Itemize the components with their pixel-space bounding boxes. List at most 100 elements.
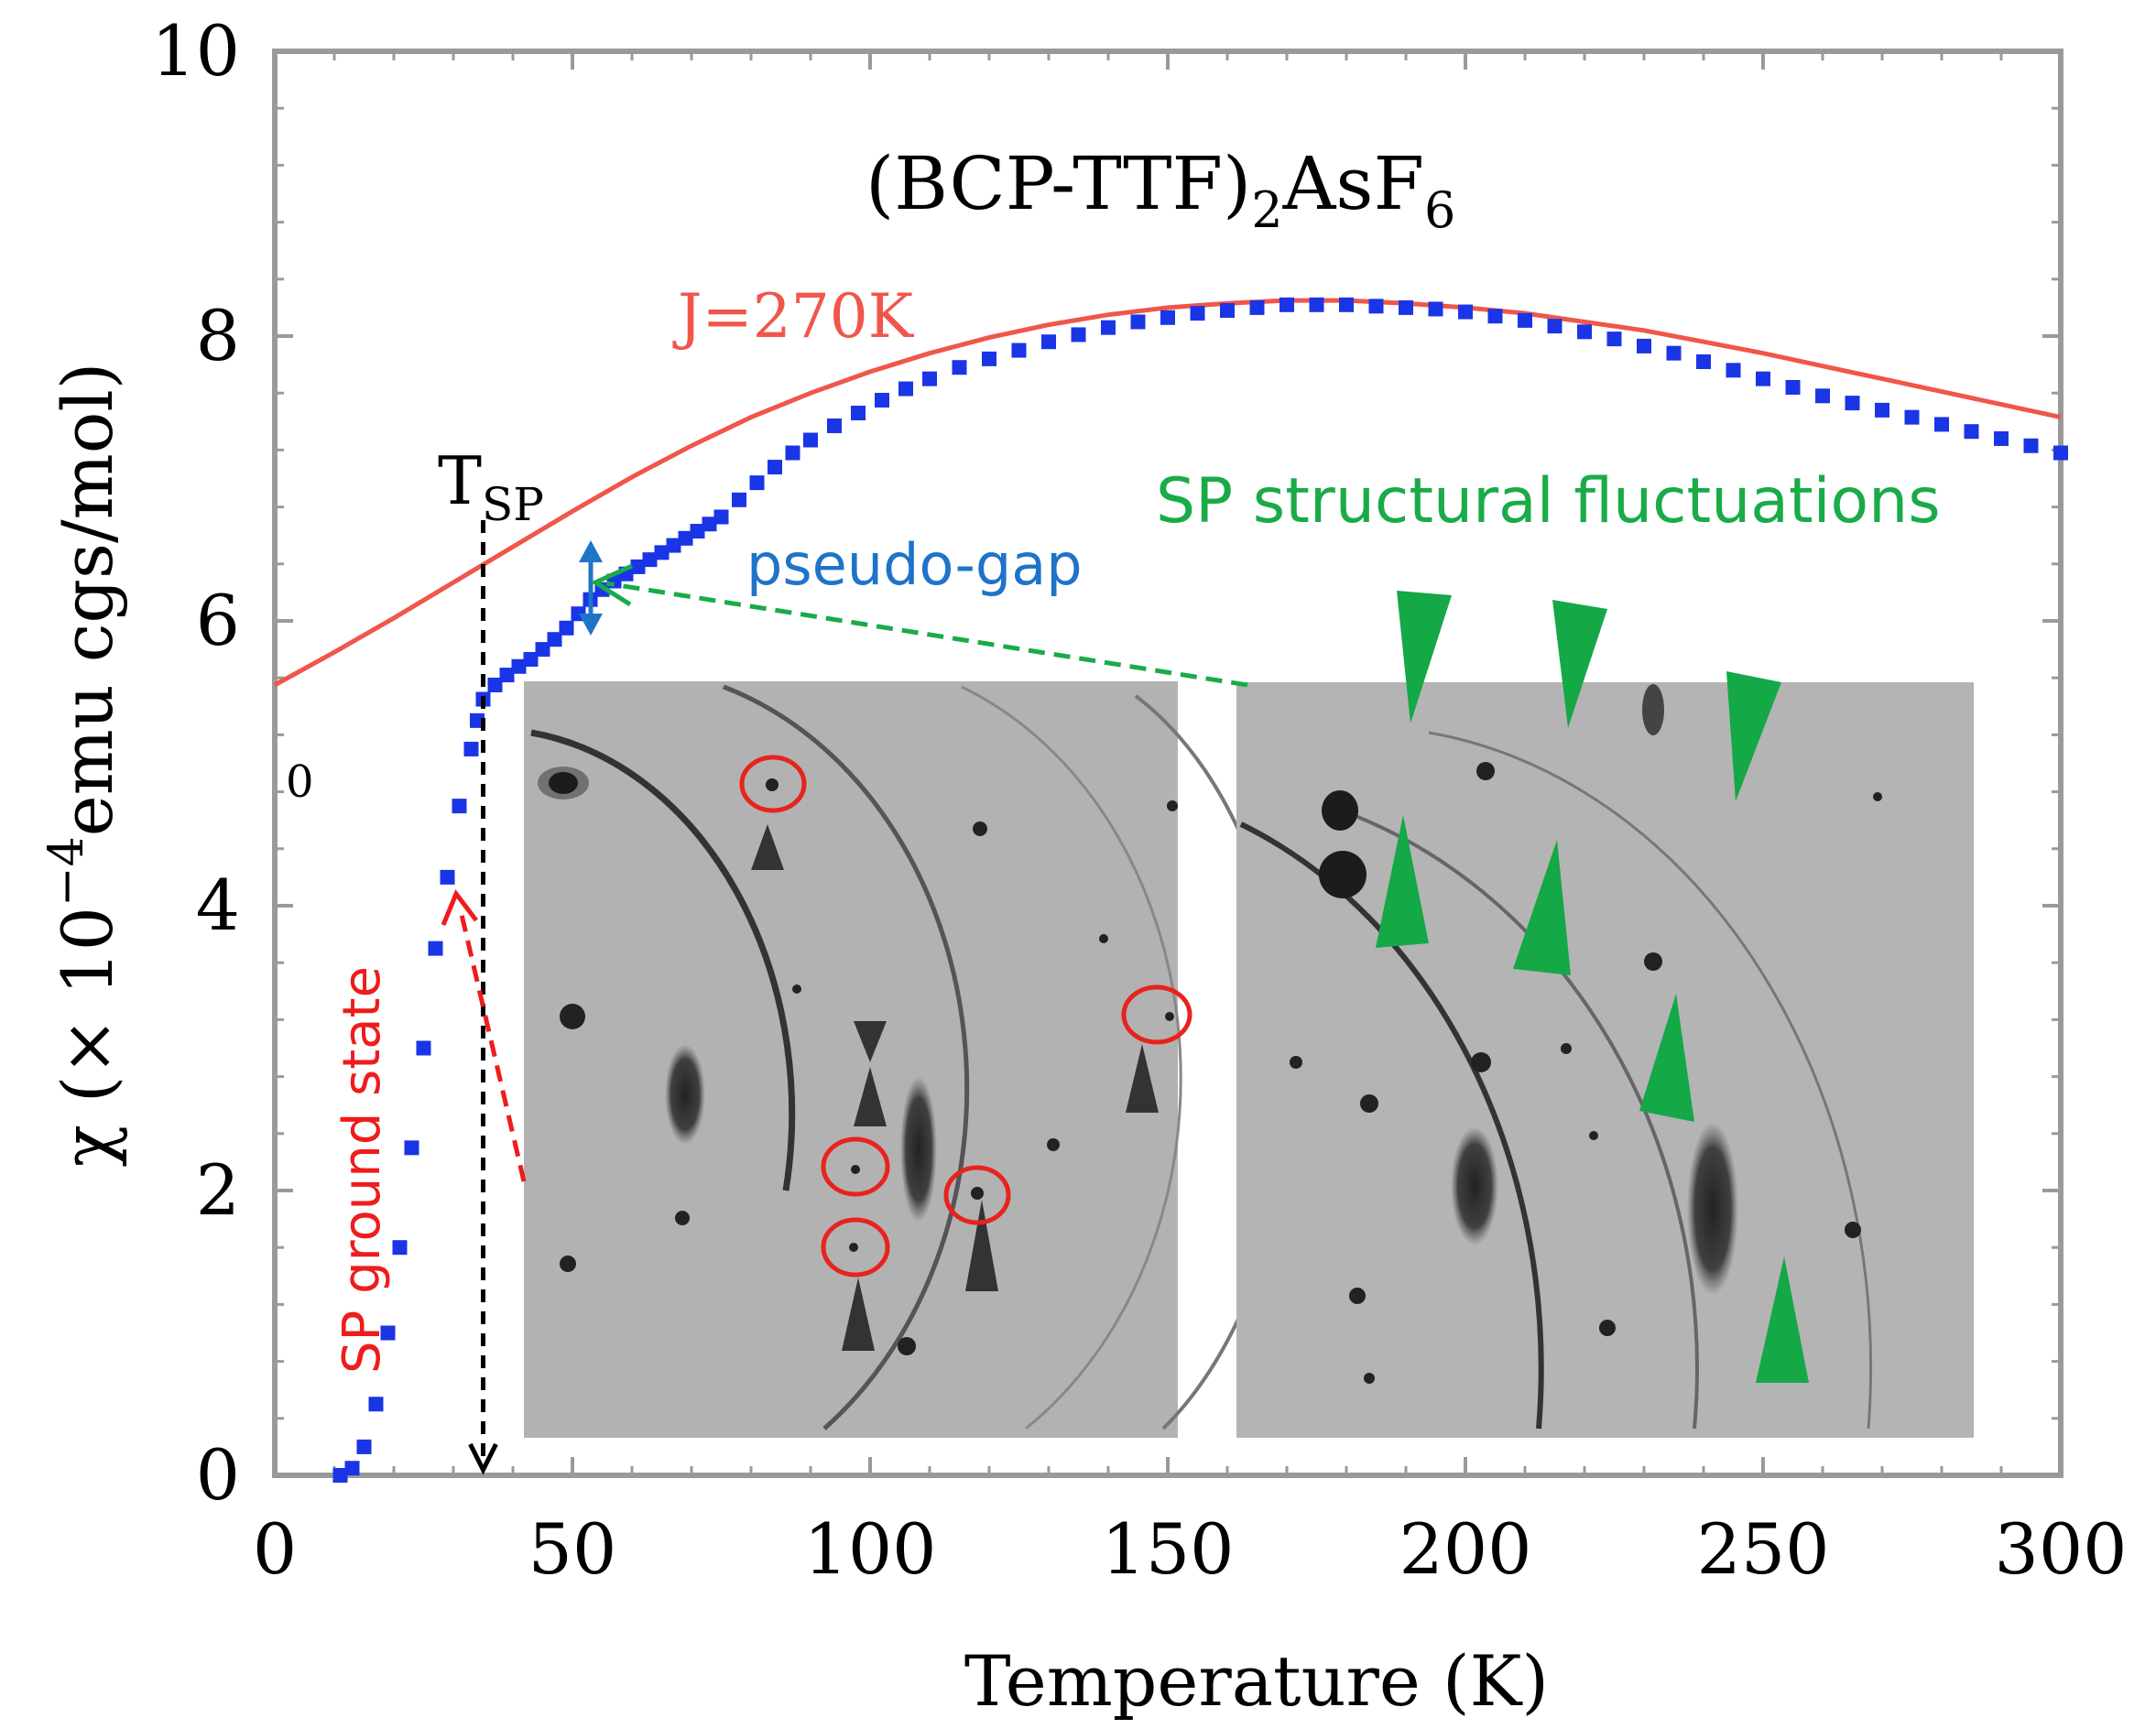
- data-point: [1249, 299, 1265, 315]
- chart-title-tail: AsF: [1282, 141, 1424, 226]
- data-point: [1458, 304, 1473, 320]
- data-point: [332, 1468, 348, 1483]
- data-point: [1815, 388, 1830, 404]
- data-point: [1279, 297, 1294, 312]
- data-point: [702, 517, 717, 532]
- stray-zero-label: 0: [286, 756, 314, 808]
- tsp-label: TSP: [438, 442, 544, 531]
- data-point: [559, 620, 574, 636]
- data-point: [416, 1040, 431, 1056]
- data-point: [922, 371, 937, 386]
- data-point: [1696, 353, 1711, 369]
- data-point: [404, 1140, 419, 1156]
- x-tick-label: 100: [803, 1508, 936, 1590]
- data-point: [768, 460, 782, 475]
- data-point: [1101, 320, 1116, 335]
- data-point: [487, 677, 503, 692]
- y-tick-label: 10: [151, 10, 240, 92]
- data-point: [1637, 338, 1651, 353]
- x-tick-label: 0: [253, 1508, 297, 1590]
- data-point: [666, 538, 681, 553]
- data-point: [713, 509, 729, 525]
- data-point: [499, 668, 515, 683]
- data-point: [440, 869, 455, 885]
- data-point: [1518, 312, 1532, 328]
- data-point: [1399, 299, 1413, 315]
- x-tick-label: 250: [1696, 1508, 1829, 1590]
- data-point: [1041, 334, 1056, 350]
- data-point: [1875, 402, 1889, 418]
- y-tick-labels: 0 2 4 6 8 10: [151, 10, 240, 1516]
- y-tick-label: 6: [196, 580, 240, 661]
- data-point: [392, 1240, 408, 1256]
- pseudo-gap-label: pseudo-gap: [746, 531, 1083, 598]
- data-point: [1160, 310, 1175, 325]
- y-tick-label: 8: [196, 295, 240, 376]
- data-point: [380, 1325, 396, 1341]
- tsp-arrowhead: [468, 1442, 498, 1475]
- data-point: [654, 545, 670, 560]
- data-point: [982, 351, 996, 366]
- diffraction-image-right: [1236, 682, 1974, 1438]
- data-point: [952, 360, 967, 375]
- data-point: [732, 492, 746, 507]
- data-point: [1190, 306, 1205, 321]
- diffraction-image-left: [524, 681, 1291, 1438]
- ground-state-label: SP ground state: [332, 966, 392, 1374]
- data-point: [1726, 363, 1741, 378]
- chart-title-sub2: 6: [1424, 181, 1455, 239]
- data-point: [452, 799, 467, 814]
- x-axis-label: Temperature (K): [964, 1640, 1549, 1722]
- data-point: [1934, 417, 1949, 432]
- y-tick-label: 2: [196, 1149, 240, 1231]
- data-point: [1994, 430, 2009, 446]
- data-point: [1428, 301, 1443, 317]
- data-point: [1756, 371, 1770, 386]
- data-point: [523, 651, 539, 667]
- data-point: [690, 524, 705, 539]
- data-point: [1964, 424, 1979, 440]
- data-point: [1368, 299, 1384, 314]
- data-point: [2023, 438, 2039, 453]
- data-point: [630, 559, 646, 574]
- x-tick-label: 200: [1399, 1508, 1531, 1590]
- pseudo-gap-marker: pseudo-gap: [579, 531, 1083, 636]
- x-tick-label: 50: [528, 1508, 617, 1590]
- data-point: [803, 432, 818, 448]
- data-point: [1547, 319, 1563, 334]
- chart-title-sub: 2: [1251, 181, 1282, 239]
- data-point: [1904, 409, 1920, 425]
- x-tick-label: 300: [1994, 1508, 2127, 1590]
- chart-title-main: (BCP-TTF): [866, 141, 1251, 226]
- x-tick-label: 150: [1101, 1508, 1234, 1590]
- ground-state-arrow: [441, 889, 527, 1182]
- fluctuation-arrow: [590, 563, 1248, 688]
- data-point: [851, 405, 866, 420]
- y-axis-label-pre: χ (× 10: [47, 907, 128, 1167]
- y-tick-label: 0: [196, 1434, 240, 1516]
- fluctuations-label: SP structural fluctuations: [1156, 465, 1941, 538]
- y-axis-label-post: emu cgs/mol): [47, 363, 128, 837]
- tsp-marker: TSP: [438, 442, 544, 1475]
- data-point: [356, 1439, 372, 1454]
- data-point: [1011, 343, 1027, 358]
- data-points: [332, 297, 2068, 1483]
- data-point: [428, 941, 443, 956]
- model-curve: [273, 298, 2062, 688]
- data-point: [642, 552, 658, 568]
- data-point: [1487, 309, 1503, 324]
- data-point: [1339, 297, 1354, 312]
- x-tick-labels: 0 50 100 150 200 250 300: [253, 1508, 2128, 1590]
- data-point: [749, 475, 765, 491]
- data-point: [1666, 345, 1682, 361]
- y-axis-label: χ (× 10−4emu cgs/mol): [39, 363, 128, 1168]
- data-point: [368, 1397, 384, 1412]
- y-tick-label: 4: [196, 864, 240, 946]
- data-point: [1606, 332, 1622, 347]
- y-axis-label-exp: −4: [39, 836, 94, 907]
- data-point: [2053, 445, 2068, 461]
- chart-title: (BCP-TTF)2AsF6: [866, 141, 1455, 239]
- superlattice-spot-markers: [739, 755, 1192, 1278]
- data-point: [547, 632, 562, 647]
